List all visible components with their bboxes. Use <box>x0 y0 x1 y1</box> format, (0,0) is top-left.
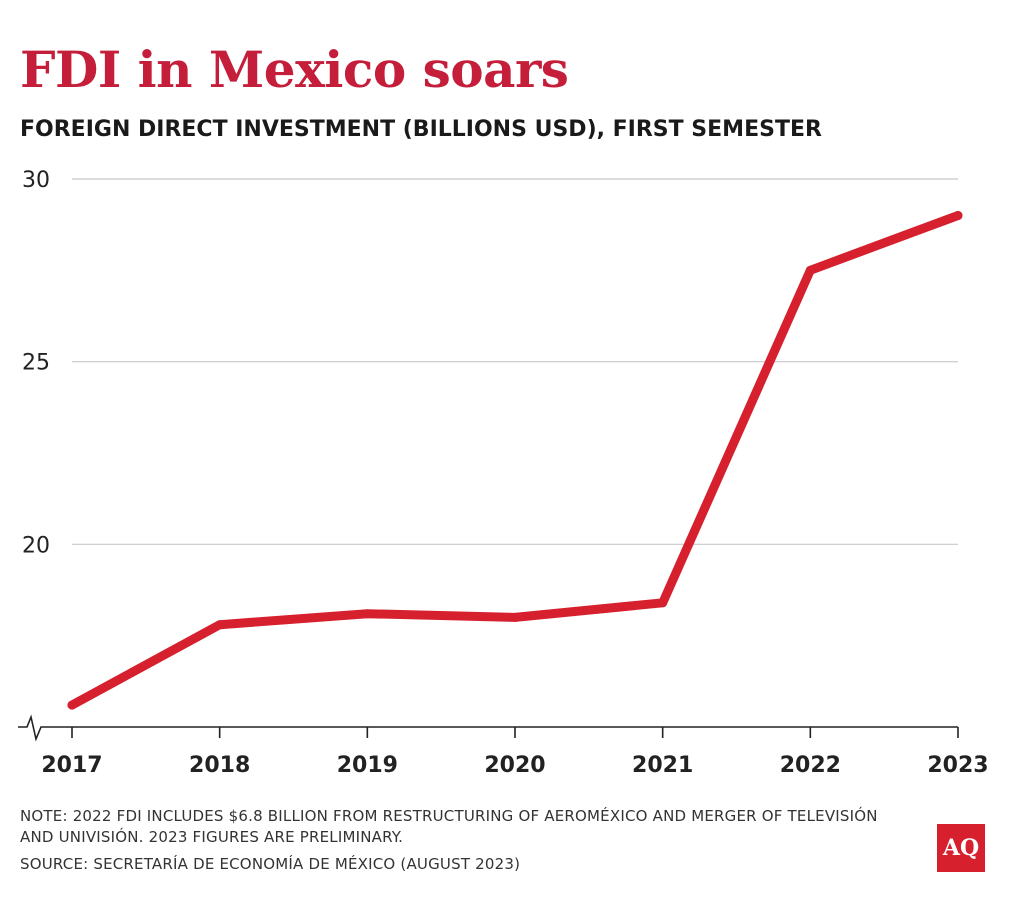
chart-subtitle: FOREIGN DIRECT INVESTMENT (BILLIONS USD)… <box>20 117 822 142</box>
aq-logo-icon: AQ <box>937 824 985 872</box>
x-tick-label: 2019 <box>337 753 398 778</box>
series-line <box>67 211 963 710</box>
data-point <box>658 598 668 608</box>
x-axis: 2017 2018 2019 2020 2021 2022 2023 <box>18 714 989 778</box>
axis-break-icon <box>18 714 958 742</box>
y-tick-label: 30 <box>22 168 50 193</box>
x-tick-label: 2018 <box>189 753 250 778</box>
footnotes: NOTE: 2022 FDI INCLUDES $6.8 BILLION FRO… <box>20 806 900 875</box>
gridlines: 20 25 30 <box>22 168 958 558</box>
footnote-note: NOTE: 2022 FDI INCLUDES $6.8 BILLION FRO… <box>20 807 878 846</box>
x-tick-label: 2017 <box>41 753 102 778</box>
y-tick-label: 25 <box>22 351 50 376</box>
data-point <box>67 700 77 710</box>
series-layer <box>67 211 963 710</box>
x-tick-label: 2023 <box>927 753 988 778</box>
chart-title: FDI in Mexico soars <box>20 40 569 99</box>
x-tick-label: 2022 <box>780 753 841 778</box>
x-tick-label: 2020 <box>484 753 545 778</box>
data-point <box>362 609 372 619</box>
data-point <box>953 211 963 221</box>
x-tick-label: 2021 <box>632 753 693 778</box>
line-chart: 20 25 30 2017 2018 2019 2020 2021 2022 2023 <box>18 168 989 778</box>
footnote-source: SOURCE: SECRETARÍA DE ECONOMÍA DE MÉXICO… <box>20 855 521 873</box>
y-tick-label: 20 <box>22 533 50 558</box>
data-point <box>805 265 815 275</box>
data-point <box>510 612 520 622</box>
data-point <box>215 620 225 630</box>
